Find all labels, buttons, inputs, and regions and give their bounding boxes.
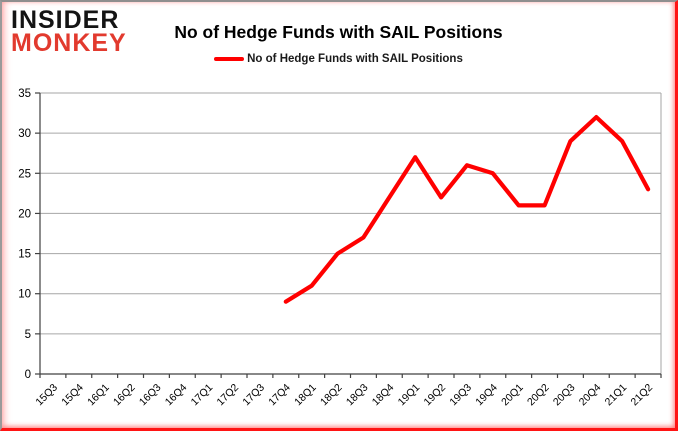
y-tick-label: 25 [18, 168, 31, 180]
x-tick-label: 21Q2 [629, 382, 656, 409]
x-tick-label: 15Q4 [59, 382, 86, 409]
insider-monkey-logo: INSIDER MONKEY [11, 6, 127, 57]
x-tick-label: 17Q3 [240, 382, 267, 409]
x-tick-label: 19Q1 [396, 382, 423, 409]
logo-insider-text: INSIDER [11, 6, 120, 34]
series-line [283, 114, 651, 304]
x-tick-label: 15Q3 [33, 382, 60, 409]
y-tick-label: 35 [18, 88, 31, 100]
x-tick-label: 18Q4 [370, 382, 397, 409]
x-tick-label: 20Q2 [525, 382, 552, 409]
x-tick-label: 20Q4 [577, 382, 604, 409]
x-tick-label: 19Q2 [422, 382, 449, 409]
logo-monkey-text: MONKEY [11, 29, 127, 57]
x-tick-label: 20Q1 [499, 382, 526, 409]
y-tick-label: 10 [18, 289, 31, 301]
x-tick-label: 17Q2 [215, 382, 242, 409]
x-tick-label: 16Q4 [163, 382, 190, 409]
x-tick-label: 21Q1 [603, 382, 630, 409]
x-tick-label: 18Q1 [292, 382, 319, 409]
y-tick-label: 15 [18, 249, 31, 261]
x-tick-label: 19Q4 [473, 382, 500, 409]
x-tick-label: 16Q3 [137, 382, 164, 409]
x-tick-label: 18Q3 [344, 382, 371, 409]
x-tick-label: 20Q3 [551, 382, 578, 409]
x-tick-label: 17Q4 [266, 382, 293, 409]
x-tick-label: 18Q2 [318, 382, 345, 409]
x-tick-label: 16Q2 [111, 382, 138, 409]
y-tick-label: 0 [25, 369, 31, 381]
y-tick-label: 30 [18, 128, 31, 140]
y-tick-label: 5 [25, 329, 31, 341]
x-tick-label: 19Q3 [447, 382, 474, 409]
y-tick-label: 20 [18, 208, 31, 220]
x-tick-label: 17Q1 [189, 382, 216, 409]
x-tick-label: 16Q1 [85, 382, 112, 409]
